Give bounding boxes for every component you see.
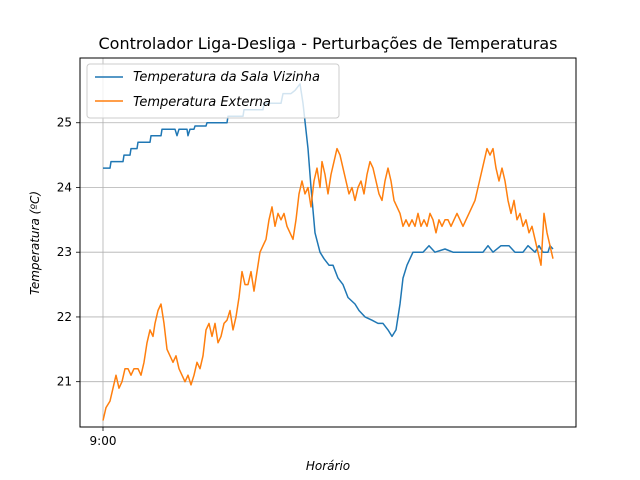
x-tick-label: 9:00 — [90, 434, 117, 448]
axis-ticks: 21 22 23 24 25 9:00 — [57, 116, 117, 448]
series-line-sala-vizinha — [103, 83, 554, 338]
y-axis-label: Temperatura (ºC) — [28, 191, 42, 295]
y-tick-label: 24 — [57, 180, 72, 194]
series-line-externa — [102, 147, 554, 421]
y-tick-label: 25 — [57, 116, 72, 130]
x-axis-label: Horário — [306, 459, 350, 473]
legend: Temperatura da Sala Vizinha Temperatura … — [86, 63, 340, 119]
legend-label-sala-vizinha: Temperatura da Sala Vizinha — [133, 70, 320, 85]
legend-box — [86, 63, 340, 119]
plot-frame — [79, 57, 577, 428]
y-tick-label: 23 — [57, 245, 72, 259]
y-tick-label: 21 — [57, 375, 72, 389]
y-tick-label: 22 — [57, 310, 72, 324]
chart-title: Controlador Liga-Desliga - Perturbações … — [98, 34, 557, 53]
series-lines — [102, 83, 554, 421]
legend-label-externa: Temperatura Externa — [133, 95, 271, 110]
